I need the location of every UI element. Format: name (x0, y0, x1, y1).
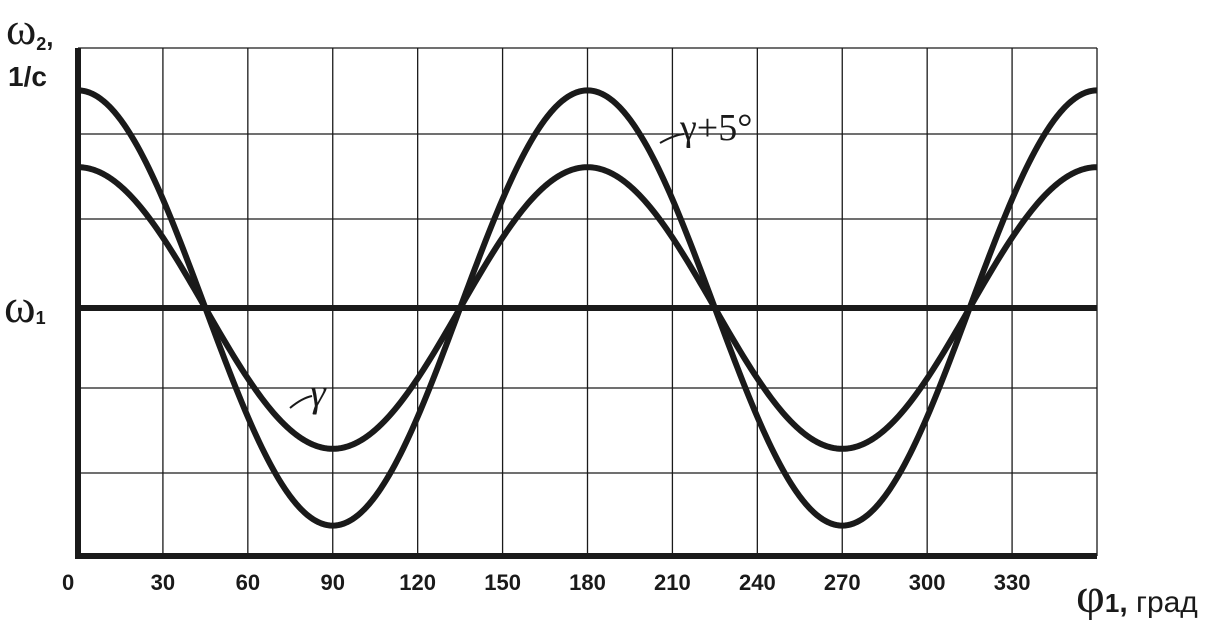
annotation-gamma-plus-5: γ+5° (659, 107, 752, 149)
x-tick-label: 0 (62, 570, 74, 595)
x-axis-unit: град (1136, 586, 1198, 619)
grid (78, 47, 1098, 556)
series-line-gamma-plus-5 (77, 87, 1098, 529)
x-tick-label: 120 (399, 570, 436, 595)
x-tick-labels: 0 30 60 90 120 150 180 210 240 270 300 330 (62, 570, 1030, 595)
reference-label: ω1 (4, 280, 46, 333)
x-tick-label: 150 (484, 570, 521, 595)
axes (75, 48, 1097, 559)
x-tick-label: 210 (654, 570, 691, 595)
y-axis-subscript: 2 (36, 34, 46, 54)
x-axis-symbol: φ (1076, 567, 1105, 620)
y-axis-label: ω2, (6, 3, 54, 54)
annotation-gamma: γ (289, 370, 327, 415)
reference-subscript: 1 (36, 308, 46, 328)
x-tick-label: 90 (321, 570, 345, 595)
x-tick-label: 330 (994, 570, 1031, 595)
x-tick-label: 60 (236, 570, 260, 595)
annotation-gamma-label: γ (310, 370, 327, 415)
curves (77, 87, 1098, 529)
x-axis-label: φ1, град (1076, 567, 1198, 620)
x-tick-label: 180 (569, 570, 606, 595)
x-tick-label: 300 (909, 570, 946, 595)
x-tick-label: 30 (151, 570, 175, 595)
x-tick-label: 270 (824, 570, 861, 595)
x-tick-label: 240 (739, 570, 776, 595)
y-axis-unit: 1/с (8, 61, 47, 92)
series-line-gamma (77, 164, 1098, 452)
annotation-gamma-plus-5-label: γ+5° (679, 107, 752, 149)
x-axis-subscript: 1 (1105, 588, 1119, 618)
reference-symbol: ω (4, 280, 36, 333)
y-axis-symbol: ω (6, 3, 36, 54)
